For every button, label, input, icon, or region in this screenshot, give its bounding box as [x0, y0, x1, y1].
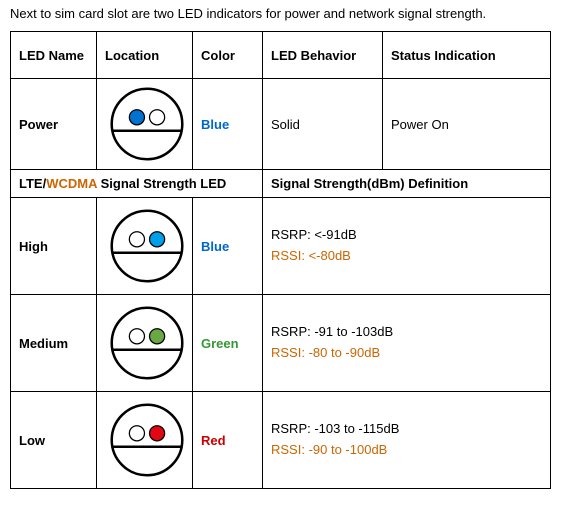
signal-name: Low: [11, 392, 97, 489]
signal-definition: RSRP: <-91dBRSSI: <-80dB: [263, 198, 551, 295]
rssi-value: RSSI: -80 to -90dB: [271, 343, 542, 364]
power-row: Power Blue Solid Power On: [11, 79, 551, 170]
signal-name: High: [11, 198, 97, 295]
signal-row: Low Red RSRP: -103 to -115dBRSSI: -90 to -…: [11, 392, 551, 489]
header-row: LED Name Location Color LED Behavior Sta…: [11, 32, 551, 79]
led-table: LED Name Location Color LED Behavior Sta…: [10, 31, 551, 489]
power-diagram: [97, 79, 193, 170]
power-name: Power: [11, 79, 97, 170]
led-table-body: LED Name Location Color LED Behavior Sta…: [11, 32, 551, 489]
signal-color-label: Green: [201, 336, 239, 351]
hdr-color: Color: [193, 32, 263, 79]
subheader-left: LTE/WCDMA Signal Strength LED: [11, 170, 263, 198]
power-color-label: Blue: [201, 117, 229, 132]
signal-row: High Blue RSRP: <-91dBRSSI: <-80dB: [11, 198, 551, 295]
power-color: Blue: [193, 79, 263, 170]
intro-text: Next to sim card slot are two LED indica…: [10, 6, 562, 21]
signal-color: Red: [193, 392, 263, 489]
rsrp-value: RSRP: -91 to -103dB: [271, 322, 542, 343]
rssi-value: RSSI: -90 to -100dB: [271, 440, 542, 461]
signal-diagram: [97, 295, 193, 392]
hdr-status: Status Indication: [383, 32, 551, 79]
subheader-right: Signal Strength(dBm) Definition: [263, 170, 551, 198]
subheader-lte: LTE: [19, 176, 43, 191]
rsrp-value: RSRP: -103 to -115dB: [271, 419, 542, 440]
signal-color: Green: [193, 295, 263, 392]
rssi-value: RSSI: <-80dB: [271, 246, 542, 267]
signal-definition: RSRP: -103 to -115dBRSSI: -90 to -100dB: [263, 392, 551, 489]
subheader-suffix: Signal Strength LED: [97, 176, 226, 191]
signal-definition: RSRP: -91 to -103dBRSSI: -80 to -90dB: [263, 295, 551, 392]
power-status: Power On: [383, 79, 551, 170]
signal-color-label: Blue: [201, 239, 229, 254]
hdr-location: Location: [97, 32, 193, 79]
signal-diagram: [97, 392, 193, 489]
hdr-led-name: LED Name: [11, 32, 97, 79]
signal-diagram: [97, 198, 193, 295]
rsrp-value: RSRP: <-91dB: [271, 225, 542, 246]
hdr-behavior: LED Behavior: [263, 32, 383, 79]
signal-color: Blue: [193, 198, 263, 295]
subheader-row: LTE/WCDMA Signal Strength LED Signal Str…: [11, 170, 551, 198]
signal-name: Medium: [11, 295, 97, 392]
subheader-wcdma: WCDMA: [46, 176, 97, 191]
signal-row: Medium Green RSRP: -91 to -103dBRSSI: -80 …: [11, 295, 551, 392]
signal-color-label: Red: [201, 433, 226, 448]
power-behavior: Solid: [263, 79, 383, 170]
